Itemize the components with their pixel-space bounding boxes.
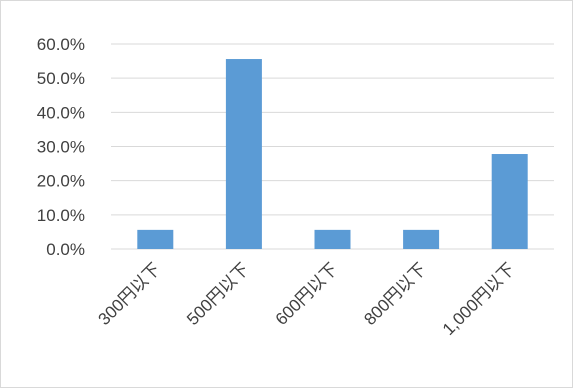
bar — [314, 229, 351, 249]
y-tick-label: 60.0% — [37, 35, 85, 54]
bar — [225, 59, 262, 250]
x-category-label: 500円以下 — [183, 259, 253, 329]
bars — [137, 59, 528, 250]
x-axis: 300円以下 500円以下 600円以下 800円以下 1,000円以下 — [95, 259, 519, 339]
bar — [403, 229, 440, 249]
y-axis: 0.0% 10.0% 20.0% 30.0% 40.0% 50.0% 60.0% — [37, 35, 85, 259]
x-category-label: 300円以下 — [95, 259, 165, 329]
y-tick-label: 20.0% — [37, 172, 85, 191]
bar — [491, 154, 528, 249]
x-category-label: 800円以下 — [360, 259, 430, 329]
x-category-label: 1,000円以下 — [439, 259, 519, 339]
y-tick-label: 10.0% — [37, 206, 85, 225]
y-tick-label: 50.0% — [37, 69, 85, 88]
y-tick-label: 30.0% — [37, 138, 85, 157]
bar — [137, 229, 174, 249]
y-tick-label: 0.0% — [46, 240, 85, 259]
x-category-label: 600円以下 — [272, 259, 342, 329]
y-tick-label: 40.0% — [37, 103, 85, 122]
gridlines — [111, 43, 554, 250]
